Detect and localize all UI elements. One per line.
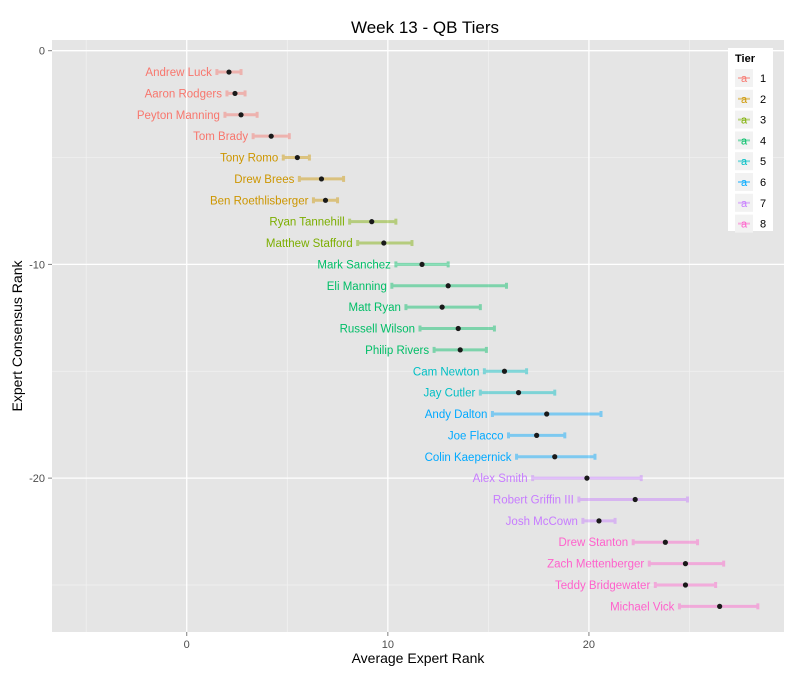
qb-labels: Andrew Luck Aaron Rodgers Peyton Manning To…	[137, 67, 675, 613]
legend-key-glyph: a	[741, 94, 748, 106]
qb-label: Zach Mettenberger	[547, 559, 644, 571]
x-tick-label: 20	[583, 639, 595, 651]
qb-label: Tony Romo	[220, 153, 278, 165]
qb-label: Russell Wilson	[340, 324, 415, 336]
mean-point	[439, 304, 445, 310]
qb-label: Matt Ryan	[349, 302, 401, 314]
legend-label: 4	[760, 135, 766, 147]
qb-label: Andrew Luck	[145, 67, 212, 79]
legend-key	[735, 131, 753, 150]
legend-label: 5	[760, 156, 766, 168]
qb-label: Aaron Rodgers	[145, 88, 223, 100]
x-tick-label: 10	[382, 639, 394, 651]
qb-label: Mark Sanchez	[317, 259, 391, 271]
mean-point	[501, 368, 508, 374]
x-axis-title: Average Expert Rank	[352, 650, 486, 666]
qb-label: Josh McCown	[506, 516, 578, 528]
mean-point	[318, 176, 325, 182]
legend-key	[735, 193, 753, 212]
legend-key-glyph: a	[741, 219, 748, 231]
qb-label: Eli Manning	[327, 281, 387, 293]
legend-key	[735, 110, 753, 129]
chart-title: Week 13 - QB Tiers	[351, 18, 499, 37]
qb-label: Ben Roethlisberger	[210, 195, 309, 207]
plot-panel	[52, 40, 784, 632]
mean-point	[238, 112, 244, 118]
y-tick-label: 0	[39, 46, 45, 58]
qb-label: Michael Vick	[610, 601, 675, 613]
mean-points	[226, 69, 723, 609]
qb-label: Alex Smith	[473, 473, 528, 485]
legend-label: 2	[760, 94, 766, 106]
qb-label: Teddy Bridgewater	[555, 580, 650, 592]
qb-label: Peyton Manning	[137, 110, 220, 122]
qb-label: Drew Brees	[234, 174, 294, 186]
legend-key	[735, 89, 753, 108]
legend-key-glyph: a	[741, 177, 748, 189]
mean-point	[584, 475, 590, 481]
mean-point	[552, 454, 558, 460]
y-axis-title: Expert Consensus Rank	[9, 260, 25, 412]
mean-point	[457, 347, 463, 353]
mean-point	[445, 283, 451, 289]
mean-point	[455, 325, 461, 332]
legend-label: 1	[760, 73, 766, 85]
qb-label: Drew Stanton	[558, 537, 628, 549]
qb-label: Matthew Stafford	[266, 238, 353, 250]
y-axis: 0 -10 -20	[29, 46, 52, 485]
legend-key-glyph: a	[741, 73, 748, 85]
legend-key	[735, 69, 753, 87]
mean-point	[596, 518, 602, 524]
mean-point	[419, 261, 425, 268]
grid-lines	[52, 40, 784, 632]
mean-point	[534, 432, 540, 438]
legend-key-glyph: a	[741, 135, 748, 147]
error-bars	[215, 69, 760, 610]
mean-point	[662, 539, 668, 545]
mean-point	[682, 582, 689, 588]
legend-title: Tier	[735, 53, 756, 65]
mean-point	[515, 390, 522, 396]
x-tick-label: 0	[184, 639, 190, 651]
legend-key-glyph: a	[741, 115, 748, 127]
legend-label: 3	[760, 115, 766, 127]
qb-label: Colin Kaepernick	[425, 452, 512, 464]
y-tick-label: -10	[29, 259, 45, 271]
legend-key-glyph: a	[741, 198, 748, 210]
legend-label: 8	[760, 219, 766, 231]
qb-label: Philip Rivers	[365, 345, 429, 357]
x-axis: 0 10 20	[184, 632, 595, 651]
qb-label: Joe Flacco	[448, 430, 504, 442]
mean-point	[322, 197, 329, 203]
qb-label: Tom Brady	[193, 131, 248, 143]
legend-label: 7	[760, 198, 766, 210]
mean-point	[226, 69, 232, 75]
mean-point	[294, 154, 300, 161]
qb-label: Andy Dalton	[425, 409, 488, 421]
mean-point	[381, 240, 387, 246]
legend-key-glyph: a	[741, 156, 748, 168]
mean-point	[632, 496, 638, 503]
mean-point	[232, 90, 238, 97]
mean-point	[717, 603, 723, 609]
mean-point	[682, 561, 689, 567]
mean-point	[268, 133, 274, 139]
qb-label: Robert Griffin III	[493, 494, 574, 506]
mean-point	[369, 219, 375, 225]
legend-key	[735, 214, 753, 233]
mean-point	[544, 411, 550, 417]
qb-label: Jay Cutler	[424, 388, 476, 400]
qb-label: Cam Newton	[413, 366, 479, 378]
legend-key	[735, 152, 753, 171]
y-tick-label: -20	[29, 473, 45, 485]
legend-key	[735, 173, 753, 191]
legend-label: 6	[760, 177, 766, 189]
qb-label: Ryan Tannehill	[269, 217, 344, 229]
